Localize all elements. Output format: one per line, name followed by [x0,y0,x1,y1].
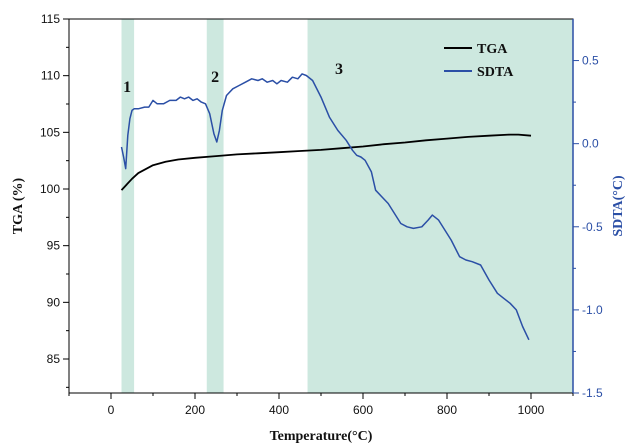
x-tick-label-800: 800 [437,403,457,417]
region-band-3 [307,19,573,393]
x-tick-label-1000: 1000 [518,403,545,417]
series-line-tga [120,133,532,191]
shaded-regions [121,19,573,393]
y-tick-label-100: 100 [40,182,60,196]
y2-axis-title: SDTA(°C) [611,175,626,237]
y-tick-label-110: 110 [41,69,60,83]
y-tick-label-105: 105 [40,125,60,139]
x-tick-label-400: 400 [269,403,289,417]
y2-tick-label: -1.0 [582,303,603,317]
y-tick-label-115: 115 [41,12,60,26]
region-label-3: 3 [335,61,343,78]
region-band-2 [206,19,224,393]
y2-tick-label: 0.0 [582,137,599,151]
labels: Temperature(°C) TGA (%) SDTA(°C) 1 2 3 [11,61,626,444]
y-axis-title: TGA (%) [11,177,26,234]
tick-marks: 0 200 400 600 800 1000 85 90 95 100 105 110 115 -1.5 -… [40,12,603,417]
y2-tick-label: -0.5 [582,220,603,234]
legend: TGA SDTA [444,42,514,80]
y2-tick-label: 0.5 [582,54,599,68]
y-tick-label-90: 90 [47,295,61,309]
region-label-2: 2 [211,69,219,86]
x-tick-label-600: 600 [353,403,373,417]
x-axis-title: Temperature(°C) [270,429,373,444]
y-tick-label-95: 95 [47,239,61,253]
region-label-1: 1 [123,79,131,96]
legend-label-sdta: SDTA [477,65,514,80]
y-tick-label-85: 85 [47,352,61,366]
series-lines [120,73,532,341]
legend-label-tga: TGA [477,42,508,57]
x-tick-label-0: 0 [108,403,115,417]
series-line-sdta [120,73,530,341]
x-tick-label-200: 200 [185,403,205,417]
region-band-1 [121,19,135,393]
y2-tick-label: -1.5 [582,386,603,400]
